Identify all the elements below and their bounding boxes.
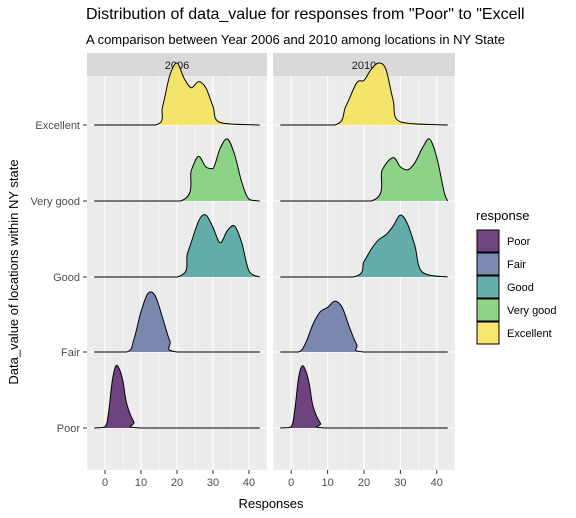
ridge-line-good-2006 [94,214,261,278]
x-tick-label: 10 [135,477,147,489]
facet-label: 2010 [352,60,376,72]
ridge-line-poor-2006 [94,364,260,429]
y-tick-label: Poor [57,423,81,435]
y-axis-title: Data_value of locations within NY state [6,159,21,384]
ridge-area-fair-2010 [280,301,448,352]
legend-label: Fair [507,259,526,271]
chart-subtitle: A comparison between Year 2006 and 2010 … [86,32,505,47]
legend-label: Poor [507,236,531,248]
ridge-line-fair-2010 [280,300,448,353]
ridge-area-poor-2010 [280,365,448,428]
ridge-line-poor-2010 [280,365,448,429]
legend-key-very-good [476,298,500,322]
x-tick-label: 0 [288,477,294,489]
ridge-line-very-good-2010 [280,138,449,202]
ridge-area-good-2006 [94,214,260,277]
x-tick-label: 30 [394,477,406,489]
x-tick-label: 10 [321,477,333,489]
ridge-area-good-2010 [280,214,448,277]
ridge-area-excellent-2010 [280,63,448,125]
x-axis-title: Responses [238,496,304,511]
x-tick-label: 30 [207,477,219,489]
legend-key-poor [476,229,500,253]
legend-key-good [476,275,500,299]
x-tick-label: 20 [171,477,183,489]
ridge-line-good-2010 [280,214,448,278]
ridge-area-very-good-2010 [280,138,448,201]
ridge-line-excellent-2006 [94,62,260,126]
ridge-line-excellent-2010 [280,62,448,126]
legend-label: Good [507,282,534,294]
ridge-area-poor-2006 [94,365,260,428]
y-tick-label: Fair [61,347,80,359]
legend-key-excellent [476,321,500,345]
ridge-line-very-good-2006 [94,138,260,202]
y-tick-label: Excellent [35,120,80,132]
x-tick-label: 40 [243,477,255,489]
legend-label: Very good [507,305,557,317]
chart-title: Distribution of data_value for responses… [86,6,525,23]
y-tick-label: Good [53,272,80,284]
x-tick-label: 20 [358,477,370,489]
legend-key-fair [476,252,500,276]
x-tick-label: 40 [431,477,443,489]
facet-strip-2010 [273,53,455,76]
ridge-area-excellent-2006 [94,62,260,125]
x-tick-label: 0 [102,477,108,489]
y-tick-label: Very good [30,196,80,208]
legend-title: response [476,208,529,223]
legend-label: Excellent [507,328,552,340]
ridge-line-fair-2006 [94,291,260,353]
ridge-area-fair-2006 [94,291,260,352]
